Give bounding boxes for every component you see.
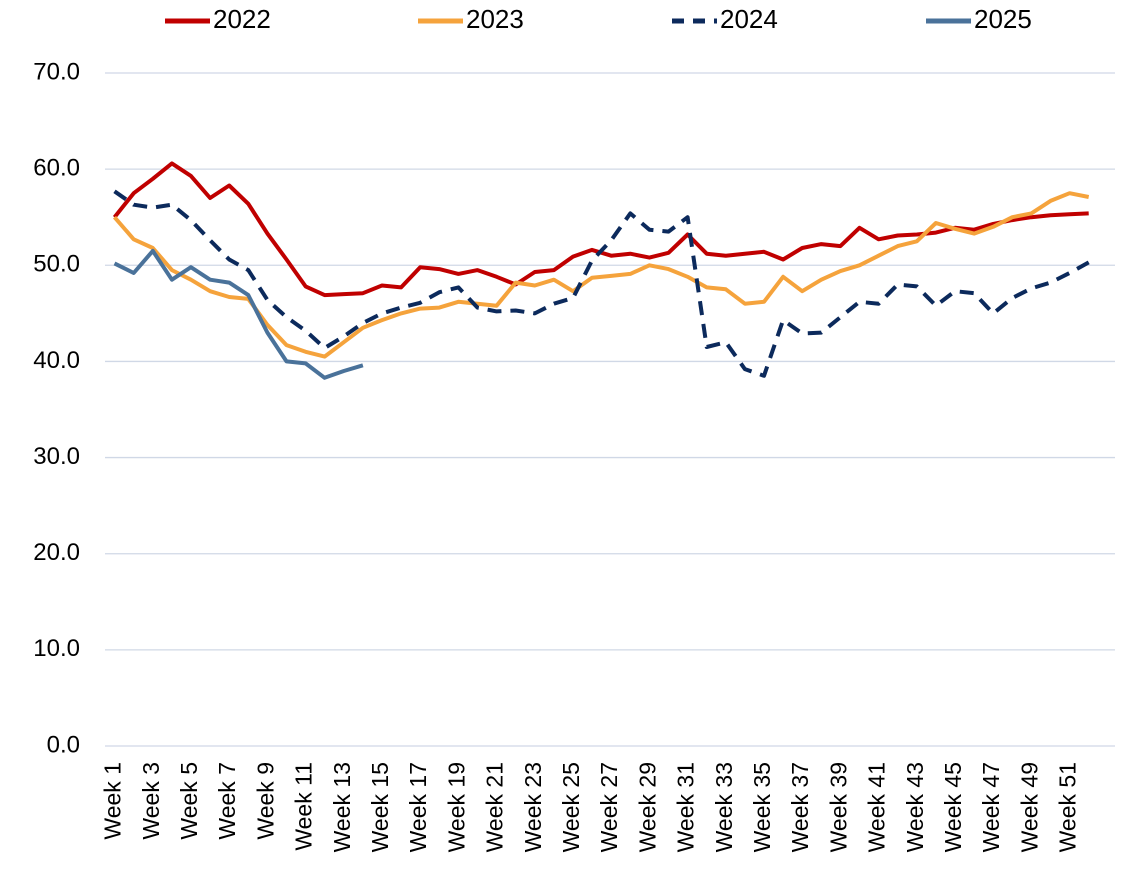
y-tick-label: 0.0 (47, 731, 80, 758)
x-tick-label: Week 43 (902, 762, 928, 852)
x-tick-label: Week 5 (176, 762, 202, 840)
x-tick-label: Week 37 (787, 762, 813, 852)
y-tick-label: 70.0 (33, 58, 80, 85)
x-tick-label: Week 19 (443, 762, 469, 852)
legend-label: 2022 (213, 4, 271, 34)
x-tick-label: Week 51 (1055, 762, 1081, 852)
x-tick-label: Week 49 (1016, 762, 1042, 852)
x-tick-label: Week 41 (864, 762, 890, 852)
y-tick-label: 50.0 (33, 251, 80, 278)
x-tick-label: Week 25 (558, 762, 584, 852)
x-tick-label: Week 33 (711, 762, 737, 852)
x-tick-label: Week 7 (214, 762, 240, 840)
y-tick-label: 10.0 (33, 635, 80, 662)
series-line (113, 189, 1090, 378)
x-tick-label: Week 39 (825, 762, 851, 852)
x-tick-label: Week 1 (100, 762, 126, 840)
x-tick-label: Week 29 (634, 762, 660, 852)
x-tick-label: Week 27 (596, 762, 622, 852)
legend-label: 2024 (720, 4, 778, 34)
y-tick-label: 20.0 (33, 539, 80, 566)
y-tick-label: 40.0 (33, 347, 80, 374)
x-tick-label: Week 45 (940, 762, 966, 852)
x-tick-label: Week 35 (749, 762, 775, 852)
x-tick-label: Week 31 (673, 762, 699, 852)
x-tick-label: Week 47 (978, 762, 1004, 852)
x-tick-label: Week 21 (482, 762, 508, 852)
x-tick-label: Week 3 (138, 762, 164, 840)
series-line (112, 191, 1090, 359)
legend-label: 2023 (466, 4, 524, 34)
x-tick-label: Week 15 (367, 762, 393, 852)
y-tick-label: 30.0 (33, 443, 80, 470)
x-tick-label: Week 17 (405, 762, 431, 852)
x-tick-label: Week 13 (329, 762, 355, 852)
y-tick-label: 60.0 (33, 154, 80, 181)
legend-label: 2025 (974, 4, 1032, 34)
x-tick-label: Week 9 (252, 762, 278, 840)
series-line (113, 248, 364, 380)
x-tick-label: Week 11 (291, 762, 317, 851)
x-tick-label: Week 23 (520, 762, 546, 852)
